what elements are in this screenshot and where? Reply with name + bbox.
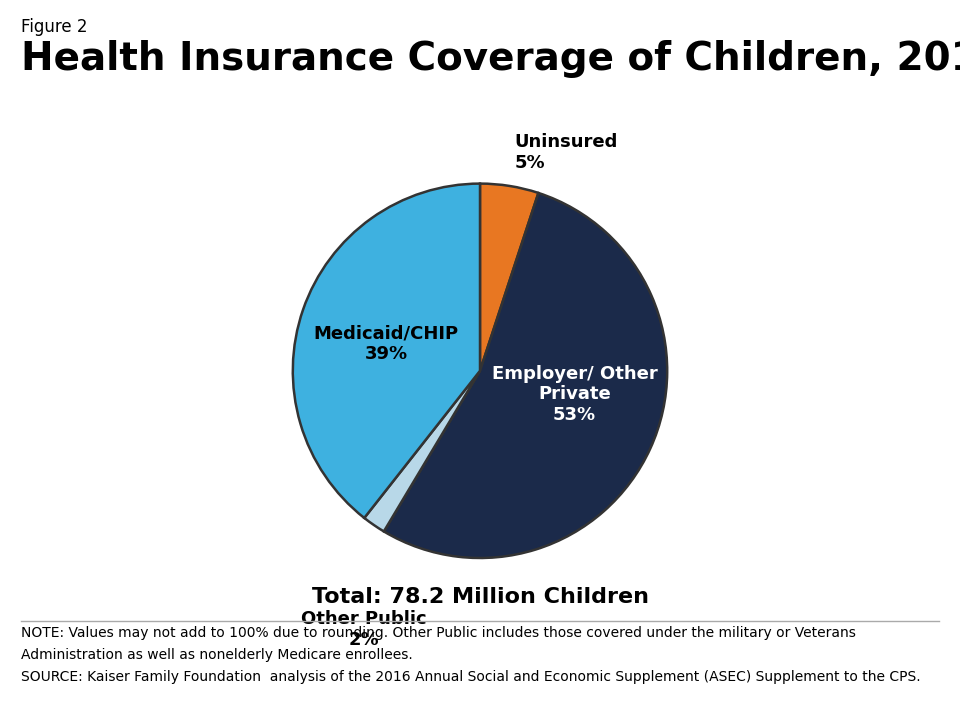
Text: SOURCE: Kaiser Family Foundation  analysis of the 2016 Annual Social and Economi: SOURCE: Kaiser Family Foundation analysi…: [21, 670, 921, 683]
Text: Employer/ Other
Private
53%: Employer/ Other Private 53%: [492, 364, 658, 424]
Text: Administration as well as nonelderly Medicare enrollees.: Administration as well as nonelderly Med…: [21, 648, 413, 662]
Text: Health Insurance Coverage of Children, 2015: Health Insurance Coverage of Children, 2…: [21, 40, 960, 78]
Wedge shape: [480, 184, 539, 371]
Wedge shape: [293, 184, 480, 518]
Text: FAMILY: FAMILY: [854, 680, 920, 698]
Text: FOUNDATION: FOUNDATION: [862, 699, 912, 708]
Text: Figure 2: Figure 2: [21, 18, 87, 36]
Text: Uninsured
5%: Uninsured 5%: [515, 133, 618, 172]
Text: KAISER: KAISER: [853, 660, 921, 678]
Wedge shape: [364, 371, 480, 531]
Wedge shape: [384, 193, 667, 558]
Text: Other Public
2%: Other Public 2%: [301, 610, 427, 649]
Text: Medicaid/CHIP
39%: Medicaid/CHIP 39%: [314, 325, 459, 364]
Text: THE HENRY J.: THE HENRY J.: [864, 642, 910, 648]
Text: NOTE: Values may not add to 100% due to rounding. Other Public includes those co: NOTE: Values may not add to 100% due to …: [21, 626, 856, 640]
Text: Total: 78.2 Million Children: Total: 78.2 Million Children: [311, 587, 649, 607]
